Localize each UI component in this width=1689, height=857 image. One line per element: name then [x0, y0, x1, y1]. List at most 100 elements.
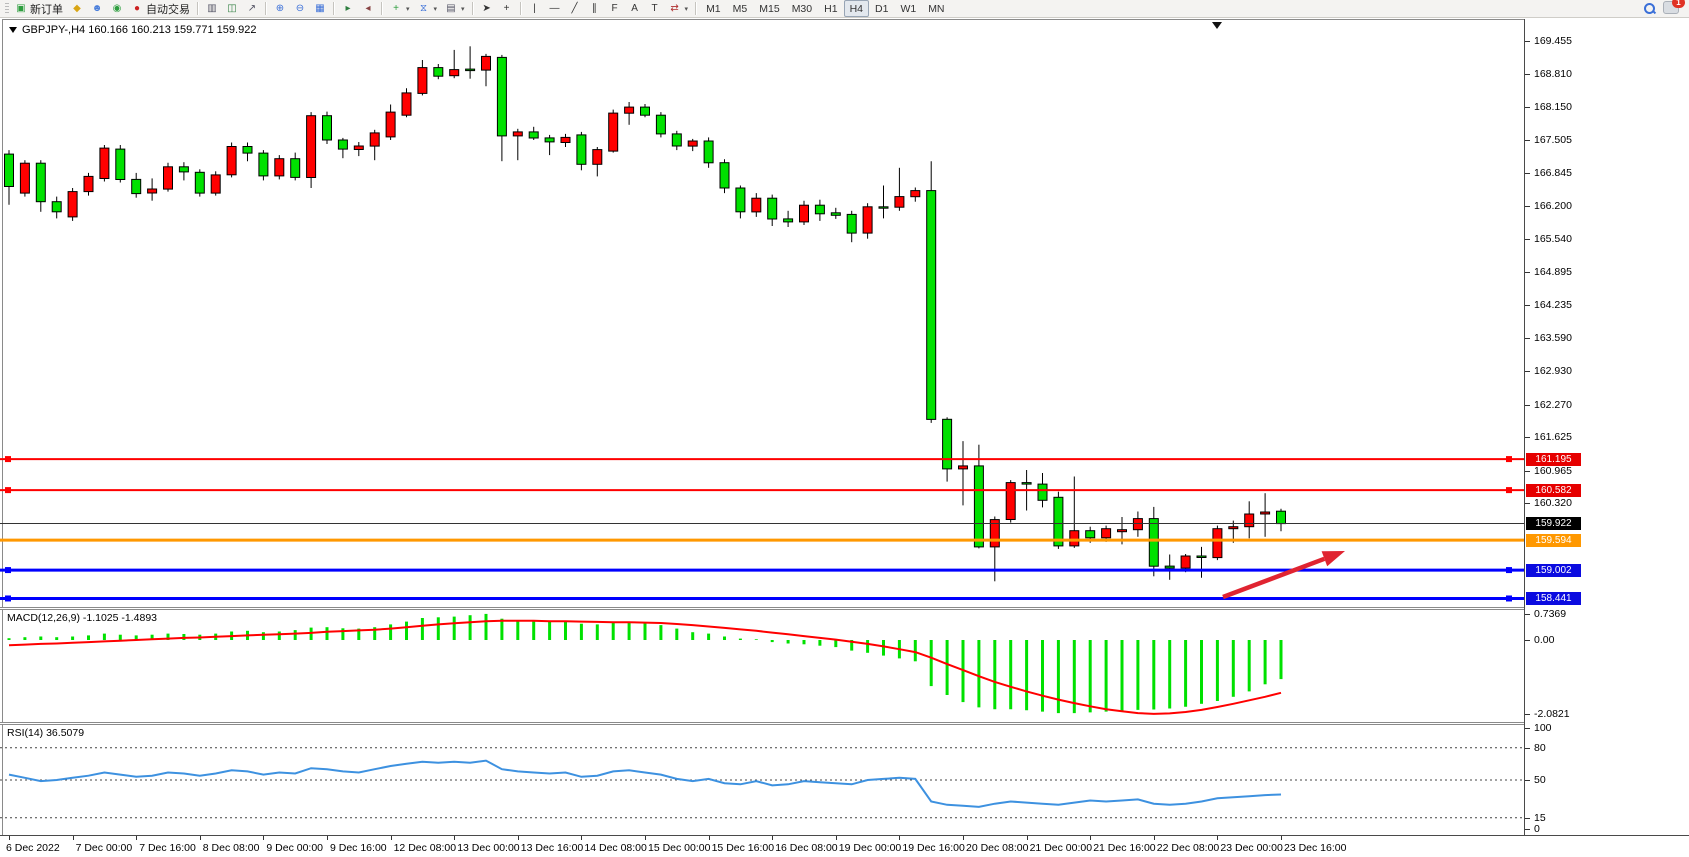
- candle[interactable]: [258, 150, 269, 181]
- add-indicator-button[interactable]: + ▾: [386, 0, 414, 17]
- chart-shift-button[interactable]: ◂: [358, 0, 378, 17]
- candle[interactable]: [878, 185, 889, 219]
- macd-pane[interactable]: [0, 610, 1524, 722]
- rsi-pane[interactable]: [0, 725, 1524, 835]
- signals-button[interactable]: ◉: [107, 0, 127, 17]
- candle[interactable]: [481, 53, 491, 87]
- candle[interactable]: [735, 185, 746, 219]
- new-order-button[interactable]: ▣ 新订单: [11, 0, 67, 17]
- candle[interactable]: [210, 171, 221, 196]
- candlestick-chart-button[interactable]: ◫: [222, 0, 242, 17]
- candle[interactable]: [178, 162, 189, 181]
- pane-separator-2[interactable]: [0, 722, 1524, 725]
- candle[interactable]: [433, 64, 444, 80]
- candle[interactable]: [35, 160, 46, 212]
- candle[interactable]: [926, 161, 937, 423]
- candle[interactable]: [99, 145, 110, 182]
- candle[interactable]: [449, 49, 460, 79]
- candle[interactable]: [862, 203, 873, 239]
- bar-chart-button[interactable]: ▥: [202, 0, 222, 17]
- candle[interactable]: [624, 102, 635, 125]
- fibonacci-button[interactable]: F: [605, 0, 625, 17]
- candle[interactable]: [290, 152, 301, 181]
- line-chart-button[interactable]: ↗: [242, 0, 262, 17]
- timeframe-d1[interactable]: D1: [875, 2, 889, 15]
- community-button[interactable]: ☻: [87, 0, 107, 17]
- price-axis[interactable]: 169.455 168.810 168.150 167.505 166.845 166.2…: [1524, 19, 1688, 835]
- candle[interactable]: [353, 142, 364, 157]
- timeframe-mn[interactable]: MN: [928, 2, 945, 15]
- candle[interactable]: [19, 160, 30, 197]
- candle[interactable]: [322, 111, 332, 144]
- candle[interactable]: [910, 187, 921, 202]
- one-click-collapse-icon[interactable]: [9, 27, 17, 33]
- candle[interactable]: [496, 54, 507, 162]
- candle[interactable]: [1005, 480, 1016, 523]
- timeframe-m5[interactable]: M5: [732, 2, 748, 15]
- candle[interactable]: [274, 155, 285, 180]
- candle[interactable]: [51, 196, 62, 219]
- horizontal-line-object[interactable]: [0, 456, 1524, 463]
- candle[interactable]: [194, 169, 205, 197]
- candle[interactable]: [655, 112, 666, 138]
- candle[interactable]: [4, 150, 14, 205]
- candle[interactable]: [115, 145, 126, 183]
- candle[interactable]: [942, 417, 953, 482]
- trendline-button[interactable]: ╱: [565, 0, 585, 17]
- candle[interactable]: [1196, 546, 1207, 578]
- candle[interactable]: [163, 162, 173, 192]
- auto-scroll-button[interactable]: ▸: [338, 0, 358, 17]
- candle[interactable]: [560, 133, 571, 147]
- timeframe-m15[interactable]: M15: [759, 2, 780, 15]
- candle[interactable]: [385, 104, 396, 141]
- autotrading-button[interactable]: ● 自动交易: [127, 0, 194, 17]
- candle[interactable]: [369, 129, 380, 161]
- candle[interactable]: [1132, 511, 1143, 537]
- candle[interactable]: [131, 172, 142, 198]
- candle[interactable]: [830, 207, 841, 219]
- candle[interactable]: [703, 137, 714, 168]
- candle[interactable]: [846, 210, 857, 243]
- horizontal-line-button[interactable]: —: [545, 0, 565, 17]
- candle[interactable]: [1276, 508, 1286, 532]
- timeframe-w1[interactable]: W1: [900, 2, 917, 15]
- candle[interactable]: [401, 88, 412, 118]
- candle[interactable]: [767, 194, 778, 226]
- timeframe-m30[interactable]: M30: [791, 2, 813, 15]
- candle[interactable]: [337, 137, 348, 159]
- notifications-button[interactable]: 1: [1663, 0, 1685, 17]
- candle[interactable]: [814, 199, 825, 221]
- main-price-pane[interactable]: [0, 21, 1524, 607]
- horizontal-line-object[interactable]: [0, 567, 1524, 574]
- horizontal-line-object[interactable]: [0, 487, 1524, 494]
- cursor-button[interactable]: ➤: [477, 0, 497, 17]
- tile-windows-button[interactable]: ▦: [310, 0, 330, 17]
- candle[interactable]: [687, 138, 698, 152]
- equidistant-channel-button[interactable]: ∥: [585, 0, 605, 17]
- text-button[interactable]: A: [625, 0, 645, 17]
- candle[interactable]: [719, 159, 730, 194]
- arrows-button[interactable]: ⇄ ▾: [665, 0, 693, 17]
- vertical-line-button[interactable]: |: [525, 0, 545, 17]
- timeframe-m1[interactable]: M1: [706, 2, 721, 15]
- toolbar-grip[interactable]: [5, 2, 9, 15]
- candle[interactable]: [1164, 554, 1175, 580]
- candle[interactable]: [1212, 525, 1223, 561]
- horizontal-line-object[interactable]: [0, 595, 1524, 602]
- zoom-in-button[interactable]: ⊕: [270, 0, 290, 17]
- trend-arrow[interactable]: [1222, 551, 1345, 600]
- candle[interactable]: [1244, 501, 1255, 539]
- candle[interactable]: [973, 444, 984, 549]
- candle[interactable]: [671, 130, 682, 151]
- candle[interactable]: [799, 200, 809, 225]
- search-icon[interactable]: [1644, 3, 1655, 14]
- candle[interactable]: [751, 193, 762, 217]
- candle[interactable]: [512, 128, 523, 161]
- candle[interactable]: [958, 441, 968, 506]
- candle[interactable]: [608, 109, 619, 153]
- candle[interactable]: [783, 210, 794, 227]
- candle[interactable]: [417, 60, 428, 96]
- candle[interactable]: [465, 46, 476, 79]
- text-label-button[interactable]: T: [645, 0, 665, 17]
- candle[interactable]: [67, 188, 78, 221]
